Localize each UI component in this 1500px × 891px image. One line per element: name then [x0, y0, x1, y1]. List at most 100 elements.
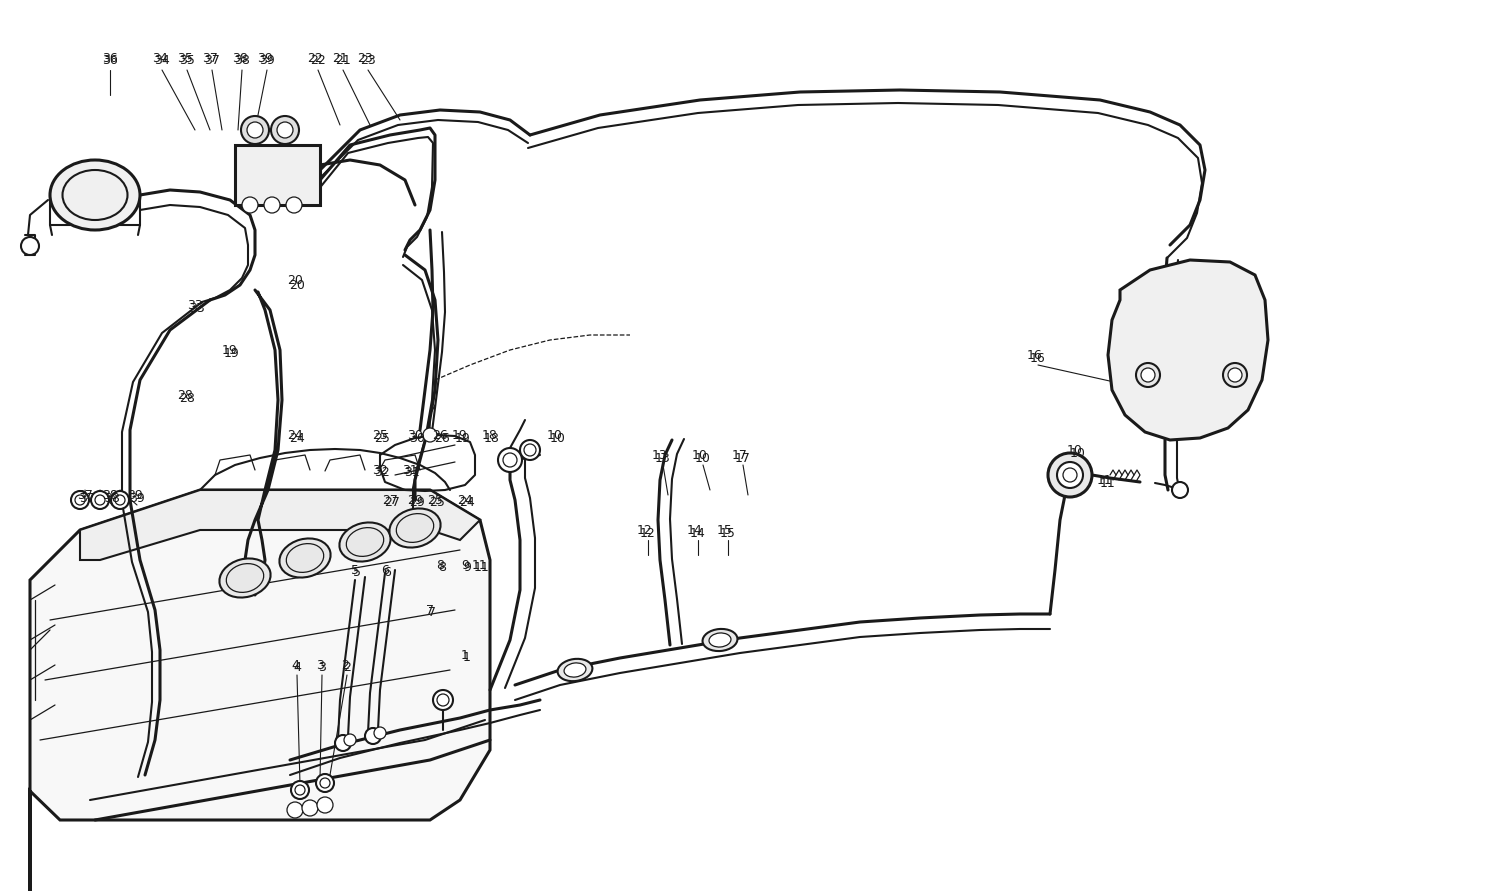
Polygon shape: [30, 490, 490, 891]
Circle shape: [1228, 368, 1242, 382]
Ellipse shape: [226, 564, 264, 593]
Text: 17: 17: [732, 448, 748, 462]
Circle shape: [316, 797, 333, 813]
Text: 11: 11: [472, 559, 488, 571]
Text: 10: 10: [548, 429, 562, 442]
Text: 1: 1: [460, 649, 470, 661]
Text: 29: 29: [406, 494, 423, 506]
Text: 26: 26: [433, 431, 450, 445]
Text: 25: 25: [374, 431, 390, 445]
Circle shape: [1064, 468, 1077, 482]
Circle shape: [1222, 363, 1246, 387]
Text: 3: 3: [316, 658, 324, 672]
Text: 19: 19: [224, 347, 240, 359]
Text: 4: 4: [292, 660, 302, 674]
Text: 10: 10: [1070, 446, 1086, 460]
Ellipse shape: [564, 663, 586, 677]
Text: 32: 32: [372, 463, 388, 477]
Circle shape: [242, 197, 258, 213]
Text: 23: 23: [360, 53, 376, 67]
Text: 10: 10: [694, 452, 711, 464]
Circle shape: [320, 778, 330, 788]
Text: 27: 27: [384, 495, 400, 509]
Circle shape: [1048, 453, 1092, 497]
Text: 39: 39: [260, 53, 274, 67]
Text: 9: 9: [464, 560, 471, 574]
Circle shape: [503, 453, 518, 467]
Text: 34: 34: [154, 53, 170, 67]
Text: 39: 39: [128, 488, 142, 502]
Text: 23: 23: [357, 52, 374, 64]
Circle shape: [1142, 368, 1155, 382]
Circle shape: [278, 122, 292, 138]
Circle shape: [374, 727, 386, 739]
Text: 37: 37: [76, 488, 93, 502]
Text: 26: 26: [432, 429, 448, 442]
Text: 5: 5: [351, 563, 358, 576]
Ellipse shape: [219, 559, 270, 598]
Text: 12: 12: [640, 527, 656, 539]
Text: 7: 7: [427, 606, 436, 618]
Text: 19: 19: [222, 344, 238, 356]
Circle shape: [286, 802, 303, 818]
Circle shape: [272, 116, 298, 144]
Text: 35: 35: [178, 53, 195, 67]
Text: 28: 28: [177, 388, 194, 402]
Text: 31: 31: [404, 465, 420, 478]
Circle shape: [364, 728, 381, 744]
Text: 14: 14: [687, 524, 703, 536]
Ellipse shape: [286, 544, 324, 572]
Text: 24: 24: [459, 495, 476, 509]
Polygon shape: [80, 490, 480, 560]
Circle shape: [21, 237, 39, 255]
Text: 34: 34: [152, 52, 168, 64]
Text: 37: 37: [202, 52, 217, 64]
Text: 16: 16: [1030, 352, 1045, 364]
Text: 38: 38: [232, 52, 248, 64]
Text: 24: 24: [290, 431, 304, 445]
Ellipse shape: [63, 170, 128, 220]
Text: 4: 4: [291, 658, 298, 672]
Text: 17: 17: [735, 452, 752, 464]
Circle shape: [248, 122, 262, 138]
Circle shape: [524, 444, 536, 456]
Text: 15: 15: [717, 524, 734, 536]
Text: 32: 32: [374, 465, 390, 478]
Circle shape: [302, 800, 318, 816]
Circle shape: [334, 735, 351, 751]
Circle shape: [433, 690, 453, 710]
Circle shape: [75, 495, 86, 505]
Circle shape: [1136, 363, 1160, 387]
Text: 30: 30: [406, 429, 423, 442]
Circle shape: [264, 197, 280, 213]
Text: 25: 25: [429, 495, 445, 509]
Text: 19: 19: [452, 429, 468, 442]
Circle shape: [316, 774, 334, 792]
Circle shape: [1172, 482, 1188, 498]
Text: 22: 22: [308, 52, 322, 64]
Text: 38: 38: [234, 53, 250, 67]
Text: 13: 13: [656, 452, 670, 464]
Text: 39: 39: [129, 492, 146, 504]
Ellipse shape: [702, 629, 738, 651]
Text: 16: 16: [1028, 348, 1042, 362]
Text: 13: 13: [652, 448, 668, 462]
Text: 9: 9: [460, 559, 470, 571]
Text: 38: 38: [102, 488, 118, 502]
Circle shape: [111, 491, 129, 509]
Text: 24: 24: [458, 494, 472, 506]
Circle shape: [436, 694, 448, 706]
Text: 30: 30: [410, 431, 424, 445]
Circle shape: [286, 197, 302, 213]
Circle shape: [423, 428, 436, 442]
Circle shape: [291, 781, 309, 799]
Text: 18: 18: [482, 429, 498, 442]
Text: 6: 6: [382, 566, 392, 578]
Text: 11: 11: [1100, 477, 1116, 489]
Text: 18: 18: [484, 431, 500, 445]
Text: 37: 37: [80, 492, 94, 504]
Text: 38: 38: [104, 492, 120, 504]
Circle shape: [296, 785, 304, 795]
Text: 28: 28: [178, 391, 195, 405]
Text: 10: 10: [692, 448, 708, 462]
